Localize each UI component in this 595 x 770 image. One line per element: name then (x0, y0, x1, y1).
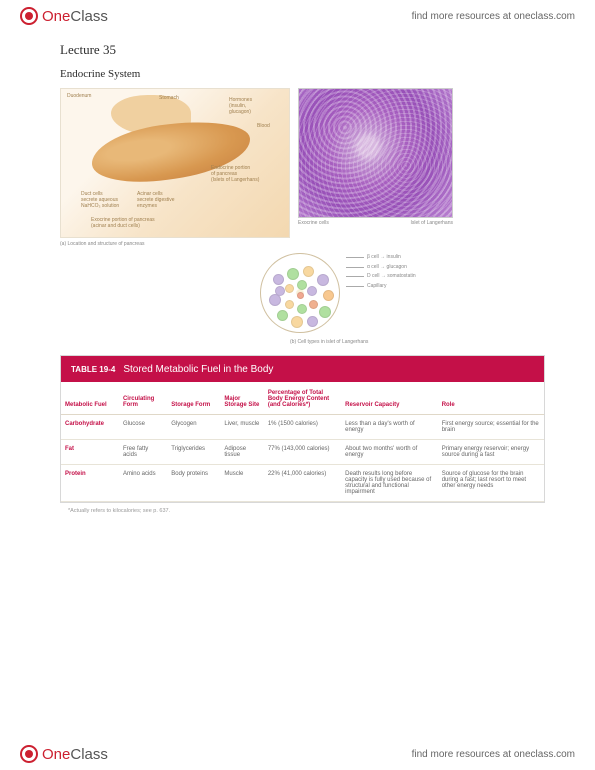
label-blood: Blood (257, 123, 270, 129)
cell-storage: Glycogen (167, 415, 220, 440)
islet-cell (297, 280, 307, 290)
cell-role: Source of glucose for the brain during a… (438, 465, 544, 502)
brand-logo[interactable]: OneClass (20, 7, 108, 25)
table-header-row: Metabolic Fuel Circulating Form Storage … (61, 382, 544, 415)
islet-cell (303, 266, 314, 277)
table-body: CarbohydrateGlucoseGlycogenLiver, muscle… (61, 415, 544, 502)
label-duct-cells: Duct cells secrete aqueous NaHCO₃ soluti… (81, 191, 119, 209)
label-alpha-cell: α cell → glucagon (367, 263, 407, 273)
label-beta-cell: β cell → insulin (367, 253, 401, 263)
cell-storage: Triglycerides (167, 440, 220, 465)
metabolic-fuel-table: TABLE 19-4 Stored Metabolic Fuel in the … (60, 355, 545, 503)
cell-pct: 77% (143,000 calories) (264, 440, 341, 465)
cell-circ: Glucose (119, 415, 167, 440)
islet-cell (285, 284, 294, 293)
cell-capacity: Less than a day's worth of energy (341, 415, 438, 440)
cell-capacity: About two months' worth of energy (341, 440, 438, 465)
more-resources-link[interactable]: find more resources at oneclass.com (412, 11, 575, 22)
page-footer: OneClass find more resources at oneclass… (0, 738, 595, 770)
cell-pct: 1% (1500 calories) (264, 415, 341, 440)
more-resources-link-footer[interactable]: find more resources at oneclass.com (412, 749, 575, 760)
label-islet-langerhans: Islet of Langerhans (410, 220, 453, 226)
lecture-subtitle: Endocrine System (60, 68, 545, 80)
cell-fuel: Protein (61, 465, 119, 502)
histology-wrap: Exocrine cells Islet of Langerhans (298, 88, 453, 247)
table-footnote: *Actually refers to kilocalories; see p.… (60, 503, 545, 519)
logo-icon (20, 7, 38, 25)
col-role: Role (442, 402, 455, 408)
col-circ: Circulating Form (123, 396, 154, 408)
cell-fuel: Carbohydrate (61, 415, 119, 440)
table-id: TABLE 19-4 (71, 365, 115, 374)
label-capillary: Capillary (367, 282, 386, 292)
cell-pct: 22% (41,000 calories) (264, 465, 341, 502)
col-site: Major Storage Site (224, 396, 259, 408)
cell-circ: Free fatty acids (119, 440, 167, 465)
diagram-row: Duodenum Stomach Hormones (insulin, gluc… (60, 88, 545, 247)
islet-cell (291, 316, 303, 328)
cell-circ: Amino acids (119, 465, 167, 502)
islet-cell (319, 306, 331, 318)
col-capacity: Reservoir Capacity (345, 402, 399, 408)
logo-word-one: One (42, 8, 70, 25)
islet-cell (285, 300, 294, 309)
histology-labels: Exocrine cells Islet of Langerhans (298, 220, 453, 226)
islet-cell (307, 286, 317, 296)
page-header: OneClass find more resources at oneclass… (0, 0, 595, 32)
cell-capacity: Death results long before capacity is fu… (341, 465, 438, 502)
islet-cell (309, 300, 318, 309)
islet-cell (297, 304, 307, 314)
logo-word-one: One (42, 746, 70, 763)
table-row: CarbohydrateGlucoseGlycogenLiver, muscle… (61, 415, 544, 440)
islet-cell (323, 290, 334, 301)
islet-cell (297, 292, 304, 299)
islet-cell (273, 274, 284, 285)
label-endocrine: Endocrine portion of pancreas (Islets of… (211, 165, 259, 183)
cell-site: Liver, muscle (220, 415, 263, 440)
col-pct: Percentage of Total Body Energy Content … (268, 390, 329, 408)
islet-caption: (b) Cell types in islet of Langerhans (290, 339, 545, 345)
table-title: Stored Metabolic Fuel in the Body (123, 364, 273, 375)
islet-circle-diagram (260, 253, 340, 333)
col-fuel: Metabolic Fuel (65, 402, 107, 408)
document-content: Lecture 35 Endocrine System Duodenum Sto… (0, 32, 595, 519)
label-d-cell: D cell → somatostatin (367, 272, 416, 282)
pancreas-caption: (a) Location and structure of pancreas (60, 241, 290, 247)
pancreas-diagram: Duodenum Stomach Hormones (insulin, gluc… (60, 88, 290, 238)
col-storage: Storage Form (171, 402, 210, 408)
logo-word-class: Class (70, 8, 108, 25)
cell-role: First energy source; essential for the b… (438, 415, 544, 440)
cell-storage: Body proteins (167, 465, 220, 502)
histology-image (298, 88, 453, 218)
cell-fuel: Fat (61, 440, 119, 465)
islet-cell (307, 316, 318, 327)
islet-cell (287, 268, 299, 280)
islet-labels: β cell → insulin α cell → glucagon D cel… (346, 253, 416, 291)
islet-cell (317, 274, 329, 286)
table-title-bar: TABLE 19-4 Stored Metabolic Fuel in the … (61, 356, 544, 382)
label-exocrine-cells: Exocrine cells (298, 220, 329, 226)
pancreas-diagram-wrap: Duodenum Stomach Hormones (insulin, gluc… (60, 88, 290, 247)
table-row: FatFree fatty acidsTriglyceridesAdipose … (61, 440, 544, 465)
label-exocrine: Exocrine portion of pancreas (acinar and… (91, 217, 155, 229)
logo-text: OneClass (42, 8, 108, 25)
label-acinar-cells: Acinar cells secrete digestive enzymes (137, 191, 175, 209)
fuel-table: Metabolic Fuel Circulating Form Storage … (61, 382, 544, 502)
label-stomach: Stomach (159, 95, 179, 101)
islet-row: β cell → insulin α cell → glucagon D cel… (260, 253, 545, 333)
brand-logo-footer[interactable]: OneClass (20, 745, 108, 763)
lecture-title: Lecture 35 (60, 42, 545, 58)
islet-cell (275, 286, 285, 296)
islet-cell (277, 310, 288, 321)
logo-icon (20, 745, 38, 763)
label-duodenum: Duodenum (67, 93, 91, 99)
cell-site: Muscle (220, 465, 263, 502)
label-hormones: Hormones (insulin, glucagon) (229, 97, 252, 115)
logo-text: OneClass (42, 746, 108, 763)
logo-word-class: Class (70, 746, 108, 763)
cell-site: Adipose tissue (220, 440, 263, 465)
table-row: ProteinAmino acidsBody proteinsMuscle22%… (61, 465, 544, 502)
cell-role: Primary energy reservoir; energy source … (438, 440, 544, 465)
